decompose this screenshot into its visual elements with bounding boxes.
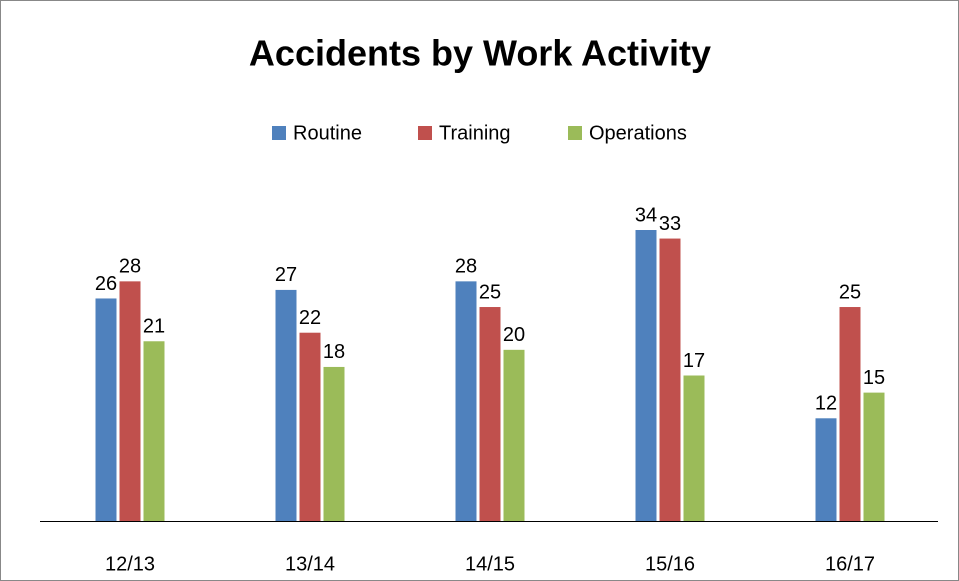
legend-swatch [272,126,286,140]
data-label: 20 [503,324,525,346]
bar [479,307,501,521]
x-tick-label: 12/13 [105,553,155,575]
bar [863,392,885,521]
legend-swatch [418,126,432,140]
bar [323,366,345,521]
x-tick-label: 14/15 [465,553,515,575]
data-label: 33 [659,213,681,235]
data-label: 22 [299,307,321,329]
bar [839,307,861,521]
data-label: 25 [479,281,501,303]
data-label: 21 [143,316,165,338]
bar [299,332,321,521]
bar [683,375,705,521]
bar [815,418,837,521]
bar [635,230,657,521]
data-label: 25 [839,281,861,303]
legend-label: Operations [589,122,687,144]
bar [275,289,297,521]
data-label: 27 [275,264,297,286]
data-label: 28 [455,256,477,278]
chart-title: Accidents by Work Activity [249,33,711,74]
legend-label: Training [439,122,511,144]
x-tick-label: 13/14 [285,553,335,575]
bar [143,341,165,521]
legend-swatch [568,126,582,140]
data-label: 28 [119,256,141,278]
data-label: 17 [683,350,705,372]
legend-label: Routine [293,122,362,144]
bar [503,349,525,521]
bar [119,281,141,521]
bar [95,298,117,521]
x-tick-label: 16/17 [825,553,875,575]
data-label: 15 [863,367,885,389]
data-label: 26 [95,273,117,295]
data-label: 34 [635,204,657,226]
bar [455,281,477,521]
data-label: 18 [323,341,345,363]
data-label: 12 [815,393,837,415]
bar [659,238,681,521]
x-tick-label: 15/16 [645,553,695,575]
